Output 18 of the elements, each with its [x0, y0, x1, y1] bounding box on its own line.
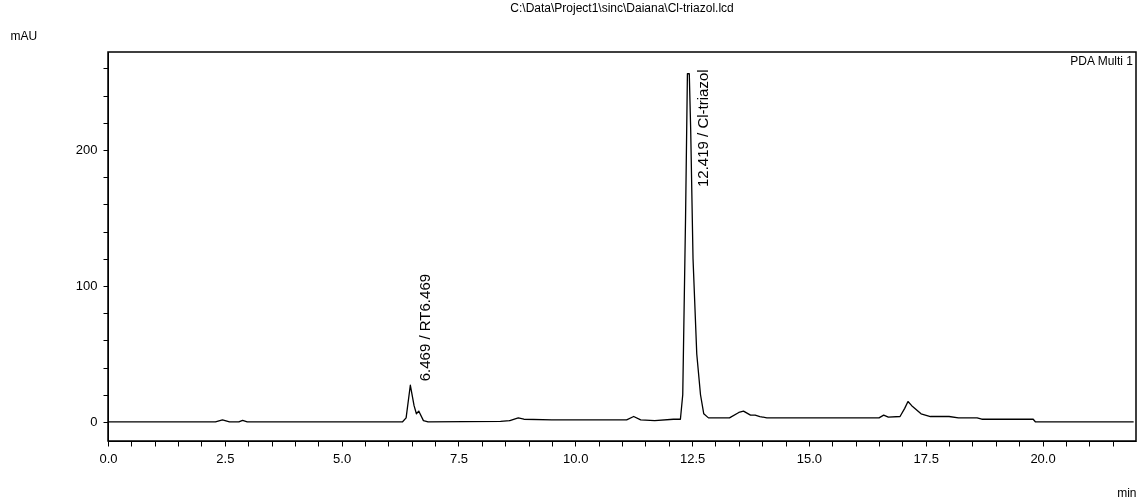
x-axis-title: min [1117, 485, 1137, 500]
annotation: PDA Multi 1 [1070, 54, 1134, 68]
x-tick-label: 12.5 [679, 450, 706, 466]
x-tick-label: 20.0 [1030, 450, 1056, 466]
y-axis-title: mAU [10, 28, 38, 43]
x-tick-label: 0.0 [99, 450, 118, 466]
annotation: 6.469 / RT6.469 [416, 273, 434, 382]
x-tick-label: 10.0 [563, 450, 589, 466]
y-tick-label: 100 [75, 278, 98, 294]
x-tick-label: 2.5 [216, 450, 235, 466]
x-tick-label: 5.0 [333, 450, 352, 466]
annotation: 12.419 / Cl-triazol [694, 69, 712, 187]
x-tick-label: 7.5 [449, 450, 468, 466]
x-tick-label: 17.5 [913, 450, 939, 466]
y-tick-label: 200 [75, 142, 98, 158]
y-tick-label: 0 [90, 414, 98, 430]
x-tick-label: 15.0 [796, 450, 823, 466]
chart-title: C:\Data\Project1\sinc\Daiana\Cl-triazol.lcd [510, 1, 734, 15]
